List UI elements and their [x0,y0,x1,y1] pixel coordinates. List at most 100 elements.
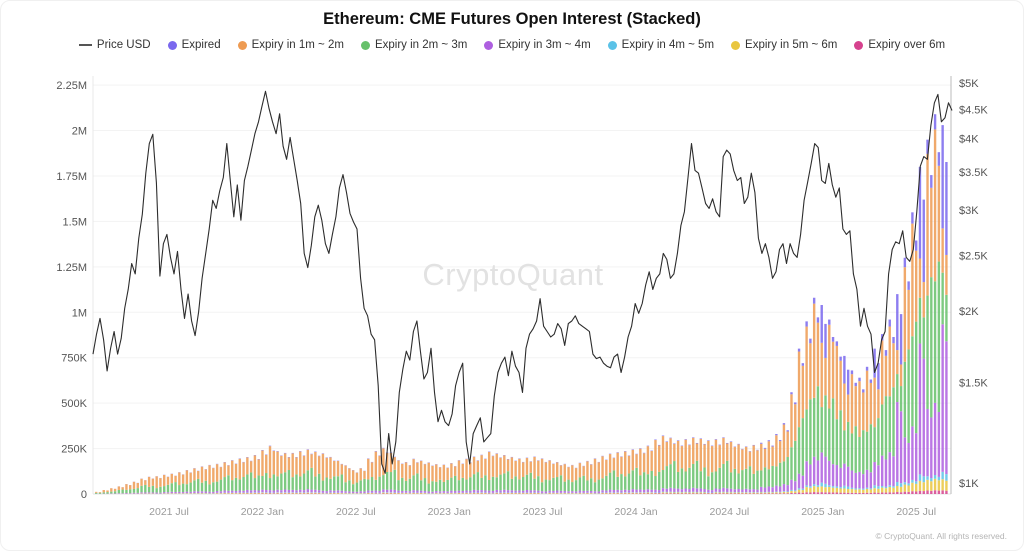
bar-segment [352,470,354,484]
bar-segment [915,241,917,251]
bar-segment [677,441,679,472]
bar-segment [488,491,490,493]
bar-segment [870,488,872,489]
bar-segment [809,339,811,344]
y-axis-right-tick-label: $2K [959,306,979,318]
bar-segment [726,492,728,493]
bar-segment [881,492,883,494]
bar-segment [326,478,328,492]
bar-segment [590,493,592,494]
y-axis-left-tick-label: 1.75M [56,171,87,183]
bar-segment [700,492,702,493]
bar-segment [737,489,739,492]
bar-segment [242,491,244,493]
bar-segment [654,493,656,494]
bar-segment [439,480,441,492]
bar-segment [409,466,411,479]
bar-segment [896,350,898,374]
bar-segment [144,485,146,493]
bar-segment [790,447,792,480]
bar-segment [764,488,766,493]
bar-segment [514,491,516,493]
bar-segment [522,462,524,477]
bar-segment [669,438,671,464]
bar-segment [843,356,845,384]
bar-segment [923,491,925,494]
bar-segment [469,477,471,491]
bar-segment [556,477,558,490]
bar-segment [288,457,290,470]
bar-segment [201,483,203,492]
bar-segment [919,491,921,494]
bar-segment [484,490,486,492]
bar-segment [870,424,872,472]
bar-segment [911,483,913,491]
bar-segment [458,461,460,481]
bar-segment [288,493,290,494]
bar-segment [303,456,305,474]
y-axis-right-tick-label: $3.5K [959,167,988,179]
bar-segment [299,476,301,489]
bar-segment [892,488,894,493]
bar-segment [787,485,789,491]
bar-segment [768,441,770,469]
bar-segment [870,380,872,383]
bar-segment [643,472,645,490]
bar-segment [303,490,305,492]
bar-segment [873,493,875,494]
bar-segment [548,491,550,493]
bar-segment [764,449,766,467]
bar-segment [911,426,913,480]
bar-segment [824,487,826,492]
bar-segment [673,461,675,488]
bar-segment [760,444,762,471]
bar-segment [892,387,894,456]
bar-segment [673,444,675,461]
bar-segment [159,478,161,487]
bar-segment [152,492,154,493]
bar-segment [307,470,309,489]
bar-segment [862,389,864,392]
bar-segment [741,470,743,489]
bar-segment [178,472,180,485]
bar-segment [582,491,584,493]
bar-segment [877,465,879,486]
bar-segment [261,493,263,494]
bar-segment [462,491,464,493]
bar-segment [348,491,350,493]
bar-segment [881,340,883,404]
bar-segment [669,488,671,492]
bar-segment [590,478,592,491]
bar-segment [95,493,97,494]
bar-segment [681,489,683,492]
bar-segment [839,410,841,468]
bar-segment [235,493,237,494]
bar-segment [824,457,826,484]
bar-segment [507,459,509,471]
bar-segment [424,464,426,478]
bar-segment [684,489,686,492]
bar-segment [730,472,732,488]
bar-segment [715,472,717,489]
bar-segment [851,493,853,494]
bar-segment [839,493,841,494]
bar-segment [382,493,384,494]
bar-segment [586,480,588,490]
bar-segment [314,452,316,477]
bar-segment [858,493,860,494]
bar-segment [900,386,902,411]
bar-segment [303,474,305,491]
bar-segment [666,442,668,466]
bar-segment [462,493,464,494]
bar-segment [522,493,524,494]
bar-segment [821,486,823,492]
bar-segment [537,491,539,493]
bar-segment [310,468,312,490]
bar-segment [696,493,698,494]
bar-segment [137,488,139,493]
bar-segment [839,489,841,493]
bar-segment [295,474,297,490]
bar-segment [594,459,596,483]
bar-segment [182,475,184,484]
